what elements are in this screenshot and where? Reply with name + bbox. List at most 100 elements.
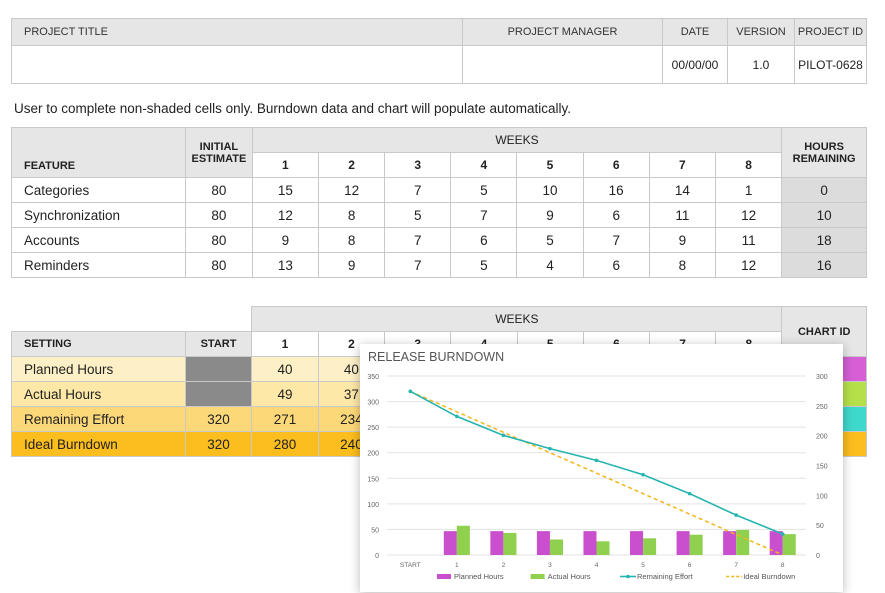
feature-name[interactable]: Synchronization — [11, 202, 186, 228]
week-hours-cell[interactable]: 6 — [450, 227, 518, 253]
legend-label: Actual Hours — [548, 572, 591, 581]
week-hours-cell[interactable]: 5 — [450, 177, 518, 203]
project-manager-label: PROJECT MANAGER — [462, 18, 663, 46]
bar-planned-hours — [723, 531, 737, 555]
line-remaining-effort — [409, 390, 784, 535]
week-hours-cell[interactable]: 9 — [516, 202, 584, 228]
feature-row: Synchronization 80 12 8 5 7 9 6 11 12 10 — [11, 202, 867, 228]
week-hours-cell[interactable]: 7 — [582, 227, 650, 253]
project-manager-field[interactable] — [462, 45, 663, 84]
y-left-tick: 100 — [367, 502, 379, 509]
week-hours-cell[interactable]: 12 — [714, 252, 783, 278]
week-col-8: 8 — [714, 152, 783, 178]
bar-planned-hours — [536, 531, 550, 555]
week-hours-cell[interactable]: 5 — [516, 227, 584, 253]
version-label: VERSION — [727, 18, 795, 46]
week-hours-cell[interactable]: 12 — [251, 202, 320, 228]
week-hours-cell[interactable]: 5 — [450, 252, 518, 278]
y-left-tick: 50 — [371, 527, 379, 534]
week-hours-cell[interactable]: 16 — [582, 177, 650, 203]
point-remaining-effort — [455, 414, 459, 419]
week-hours-cell[interactable]: 10 — [516, 177, 584, 203]
y-left-tick: 150 — [367, 476, 379, 483]
point-remaining-effort — [780, 532, 785, 536]
week-1-cell: 271 — [251, 406, 319, 432]
week-hours-cell[interactable]: 8 — [317, 227, 386, 253]
week-hours-cell[interactable]: 7 — [450, 202, 518, 228]
week-col-2: 2 — [317, 152, 386, 178]
week-hours-cell[interactable]: 9 — [317, 252, 386, 278]
start-cell: 320 — [184, 406, 253, 432]
y-right-tick: 50 — [816, 523, 824, 530]
initial-estimate-cell[interactable]: 80 — [184, 177, 253, 203]
bar-actual-hours — [456, 525, 470, 555]
week-hours-cell[interactable]: 6 — [582, 252, 650, 278]
burndown-chart-svg: RELEASE BURNDOWN 0 50 100 150 200 250 300 350 0 50… — [367, 350, 828, 581]
date-field[interactable]: 00/00/00 — [662, 45, 728, 84]
week-hours-cell[interactable]: 9 — [648, 227, 717, 253]
week-col-4: 4 — [450, 152, 518, 178]
feature-row: Reminders 80 13 9 7 5 4 6 8 12 16 — [11, 252, 867, 278]
blank-corner — [12, 307, 186, 332]
week-col-5: 5 — [516, 152, 584, 178]
bar-planned-hours — [676, 531, 690, 555]
week-hours-cell[interactable]: 12 — [317, 177, 386, 203]
feature-table: FEATURE INITIAL ESTIMATE WEEKS HOURS REM… — [11, 127, 867, 278]
week-hours-cell[interactable]: 15 — [251, 177, 320, 203]
feature-row: Categories 80 15 12 7 5 10 16 14 1 0 — [11, 177, 867, 203]
x-tick: START — [400, 562, 421, 569]
feature-name[interactable]: Accounts — [11, 227, 186, 253]
project-id-label: PROJECT ID — [794, 18, 867, 46]
initial-estimate-cell[interactable]: 80 — [184, 227, 253, 253]
point-remaining-effort — [408, 389, 413, 394]
version-field[interactable]: 1.0 — [727, 45, 795, 84]
y-right-tick: 0 — [816, 553, 820, 560]
week-hours-cell[interactable]: 14 — [648, 177, 717, 203]
week-1-cell: 40 — [251, 356, 319, 382]
initial-estimate-cell[interactable]: 80 — [184, 202, 253, 228]
setting-name: Actual Hours — [11, 381, 186, 407]
instruction-note: User to complete non-shaded cells only. … — [14, 101, 572, 116]
week-hours-cell[interactable]: 13 — [251, 252, 320, 278]
week-hours-cell[interactable]: 8 — [648, 252, 717, 278]
y-left-tick: 250 — [367, 425, 379, 432]
week-hours-cell[interactable]: 5 — [384, 202, 452, 228]
feature-name[interactable]: Reminders — [11, 252, 186, 278]
week-hours-cell[interactable]: 11 — [648, 202, 717, 228]
y-right-tick: 300 — [816, 374, 828, 381]
week-hours-cell[interactable]: 11 — [714, 227, 783, 253]
legend-swatch — [530, 574, 545, 579]
week-hours-cell[interactable]: 6 — [582, 202, 650, 228]
hours-remaining-cell: 16 — [781, 252, 867, 278]
week-col-1: 1 — [251, 152, 320, 178]
project-title-field[interactable] — [11, 45, 463, 84]
x-tick: 5 — [641, 562, 645, 569]
initial-estimate-cell[interactable]: 80 — [184, 252, 253, 278]
initial-estimate-header: INITIAL ESTIMATE — [184, 127, 253, 178]
week-hours-cell[interactable]: 8 — [317, 202, 386, 228]
week-1-cell: 49 — [251, 381, 319, 407]
legend-swatch — [437, 574, 451, 579]
week-hours-cell[interactable]: 1 — [714, 177, 783, 203]
week-hours-cell[interactable]: 4 — [516, 252, 584, 278]
feature-name[interactable]: Categories — [11, 177, 186, 203]
start-cell: 320 — [184, 431, 253, 457]
point-remaining-effort — [687, 491, 692, 496]
x-tick: 6 — [688, 562, 692, 569]
week-hours-cell[interactable]: 7 — [384, 177, 452, 203]
week-hours-cell[interactable]: 12 — [714, 202, 783, 228]
hours-remaining-cell: 0 — [781, 177, 867, 203]
bar-planned-hours — [443, 531, 457, 555]
bar-actual-hours — [736, 529, 750, 555]
week-hours-cell[interactable]: 7 — [384, 252, 452, 278]
week-hours-cell[interactable]: 9 — [251, 227, 320, 253]
setting-name: Remaining Effort — [11, 406, 186, 432]
x-tick: 7 — [734, 562, 738, 569]
y-right-tick: 250 — [816, 404, 828, 411]
line-ideal-burndown — [409, 390, 784, 556]
start-header: START — [184, 331, 253, 357]
legend-label: Remaining Effort — [637, 572, 694, 581]
project-id-field[interactable]: PILOT-0628 — [794, 45, 867, 84]
hours-remaining-header: HOURS REMAINING — [781, 127, 867, 178]
week-hours-cell[interactable]: 7 — [384, 227, 452, 253]
